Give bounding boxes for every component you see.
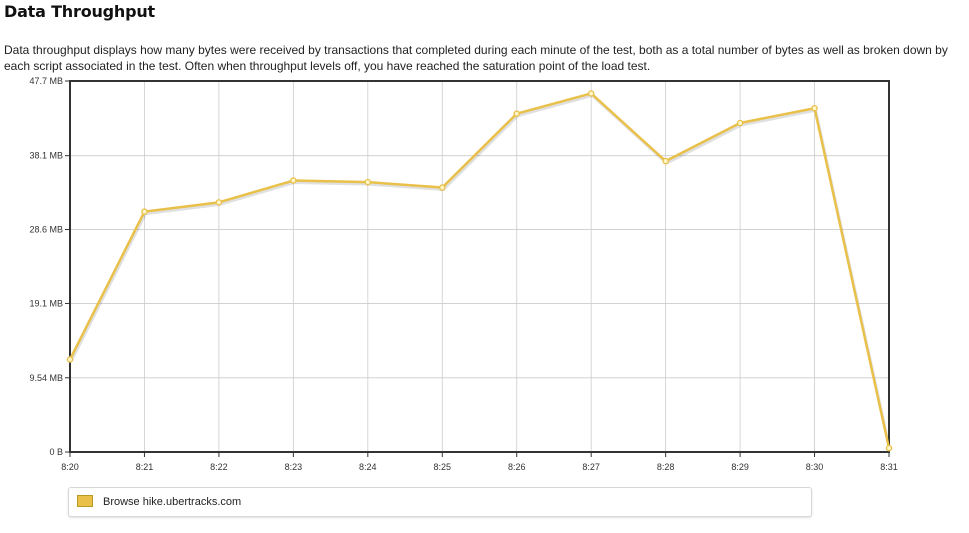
y-tick-label: 38.1 MB: [29, 151, 63, 161]
x-tick-label: 8:27: [582, 462, 600, 472]
data-point[interactable]: [513, 110, 520, 117]
plot-area-border: [69, 80, 890, 453]
data-point[interactable]: [215, 199, 223, 206]
legend: Browse hike.ubertracks.com: [68, 487, 812, 517]
grid-lines: [69, 80, 890, 453]
y-axis-ticks: 0 B 9.54 MB 19.1 MB 28.6 MB 38.1 MB 47.7 MB: [29, 76, 70, 457]
x-tick-label: 8:29: [731, 462, 749, 472]
page-title: Data Throughput: [4, 2, 156, 21]
data-point[interactable]: [587, 90, 595, 97]
y-tick-label: 47.7 MB: [29, 76, 63, 86]
throughput-chart: 0 B 9.54 MB 19.1 MB 28.6 MB 38.1 MB 47.7 MB 8…: [29, 76, 898, 472]
x-tick-label: 8:31: [880, 462, 898, 472]
x-tick-label: 8:25: [434, 462, 452, 472]
x-tick-label: 8:26: [508, 462, 526, 472]
chart-description: Data throughput displays how many bytes …: [4, 43, 948, 73]
data-point[interactable]: [66, 356, 74, 363]
data-point[interactable]: [141, 208, 148, 215]
data-point[interactable]: [811, 104, 818, 112]
x-tick-label: 8:22: [210, 462, 228, 472]
data-point[interactable]: [439, 184, 446, 191]
y-tick-label: 9.54 MB: [29, 373, 63, 383]
x-tick-label: 8:21: [136, 462, 154, 472]
data-point[interactable]: [290, 177, 297, 184]
x-tick-label: 8:23: [285, 462, 303, 472]
legend-swatch[interactable]: [77, 495, 93, 507]
data-point[interactable]: [662, 157, 669, 165]
x-tick-label: 8:30: [806, 462, 824, 472]
y-tick-label: 0 B: [49, 447, 63, 457]
y-tick-label: 28.6 MB: [29, 225, 63, 235]
x-axis-ticks: 8:20 8:21 8:22 8:23 8:24 8:25 8:26 8:27 8:28 8:29…: [61, 452, 898, 472]
data-point[interactable]: [364, 178, 372, 186]
y-tick-label: 19.1 MB: [29, 298, 63, 308]
data-point[interactable]: [736, 119, 744, 127]
x-tick-label: 8:28: [657, 462, 675, 472]
data-point[interactable]: [885, 444, 893, 452]
legend-label[interactable]: Browse hike.ubertracks.com: [103, 496, 242, 508]
series-layer: [66, 90, 893, 452]
x-tick-label: 8:20: [61, 462, 79, 472]
series-line-shadow: [69, 93, 892, 451]
x-tick-label: 8:24: [359, 462, 377, 472]
series-line: [68, 92, 891, 449]
